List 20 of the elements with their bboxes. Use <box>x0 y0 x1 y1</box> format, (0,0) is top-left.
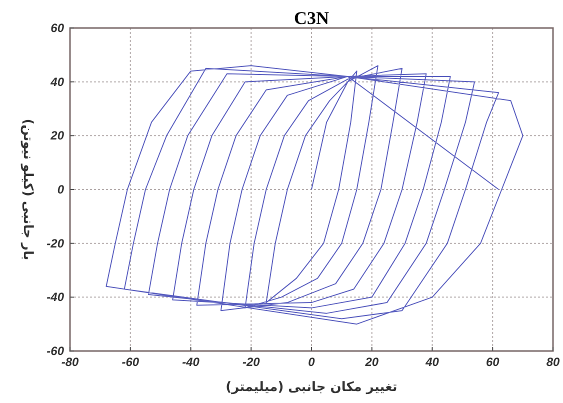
y-tick-label: 40 <box>50 74 64 89</box>
chart-title: C3N <box>294 8 329 28</box>
x-tick-label: 40 <box>424 355 440 369</box>
y-tick-label: -40 <box>46 290 64 304</box>
x-tick-label: 60 <box>486 355 500 369</box>
x-axis-title: تغییر مکان جانبی (میلیمتر) <box>226 380 398 395</box>
x-tick-label: -80 <box>61 355 79 369</box>
x-tick-label: 20 <box>364 355 379 369</box>
x-tick-label: -60 <box>122 355 140 369</box>
y-tick-label: -60 <box>46 344 64 358</box>
x-tick-label: -20 <box>242 355 260 369</box>
x-tick-label: 80 <box>546 355 560 369</box>
x-tick-label: -40 <box>182 355 200 369</box>
x-tick-label: 0 <box>308 355 316 369</box>
y-tick-label: 60 <box>50 21 64 35</box>
y-tick-label: 20 <box>50 128 64 143</box>
y-tick-label: 0 <box>57 182 64 196</box>
y-axis-title: بار جانبی (کیلو نیوتن) <box>20 118 35 260</box>
line-series <box>106 65 524 325</box>
y-tick-label: -20 <box>46 236 64 250</box>
